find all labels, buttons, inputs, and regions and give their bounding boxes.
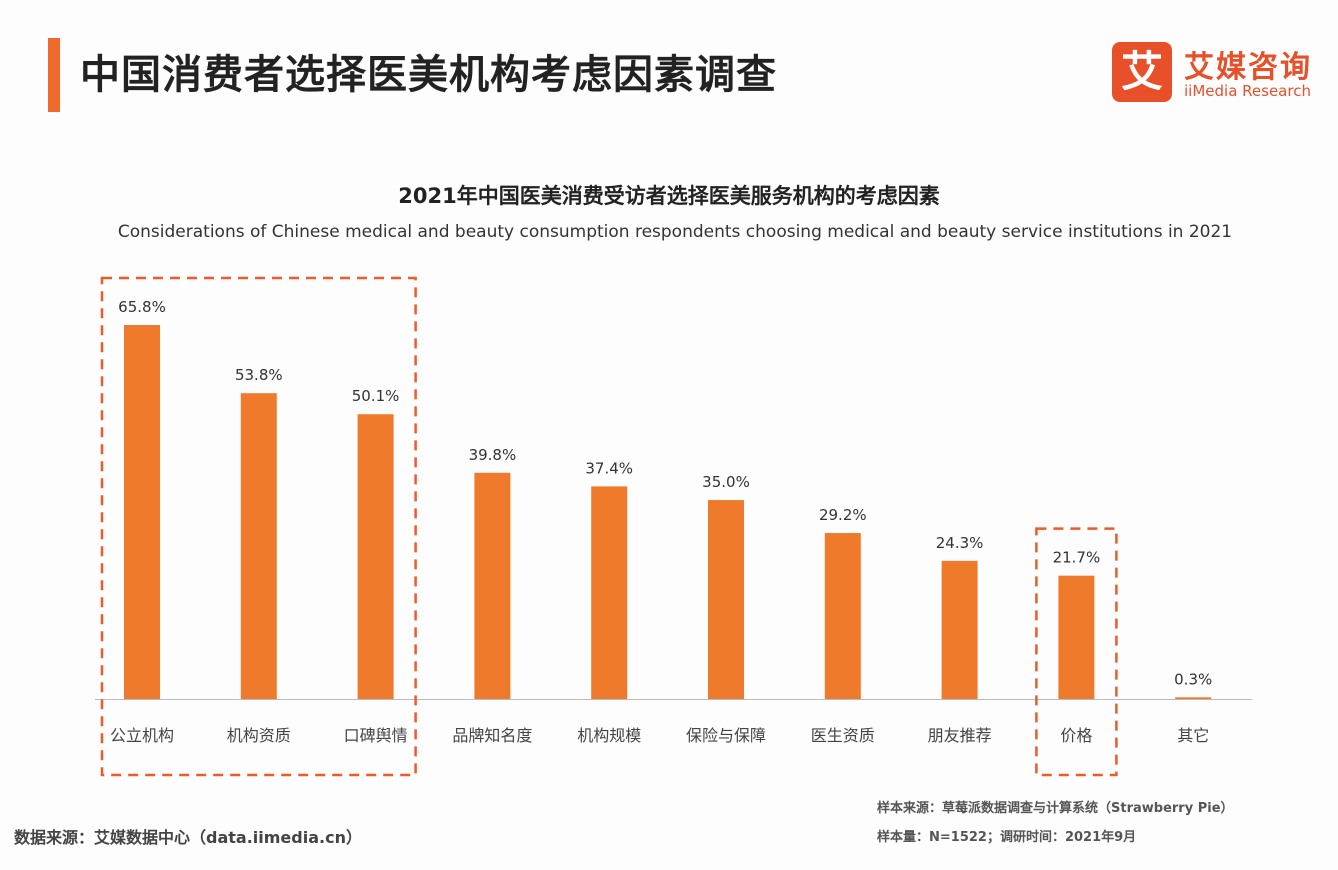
highlight-box-1 <box>1035 527 1118 777</box>
category-label-0: 公立机构 <box>110 726 174 745</box>
bar-0 <box>124 325 160 699</box>
data-label-1: 53.8% <box>235 366 283 384</box>
chart-title: 2021年中国医美消费受访者选择医美服务机构的考虑因素 <box>398 184 940 208</box>
bar-4 <box>591 486 628 699</box>
sample-info: 样本量：N=1522；调研时间：2021年9月 <box>877 830 1137 845</box>
page-title: 中国消费者选择医美机构考虑因素调查 <box>80 52 777 98</box>
data-label-7: 24.3% <box>936 534 984 552</box>
category-label-1: 机构资质 <box>227 726 291 745</box>
data-label-9: 0.3% <box>1174 670 1212 688</box>
data-source: 数据来源：艾媒数据中心（data.iimedia.cn） <box>14 828 362 847</box>
data-label-5: 35.0% <box>702 473 750 491</box>
title-accent-bar <box>48 38 60 112</box>
sample-source: 样本来源：草莓派数据调查与计算系统（Strawberry Pie） <box>877 801 1234 816</box>
bar-5 <box>708 500 744 699</box>
bar-9 <box>1175 697 1212 699</box>
category-label-4: 机构规模 <box>577 726 641 745</box>
bar-7 <box>941 560 978 699</box>
category-label-9: 其它 <box>1177 726 1209 745</box>
logo-mark: 艾 <box>1112 42 1172 102</box>
iimedia-logo: 艾 艾媒咨询 iiMedia Research <box>1112 42 1327 102</box>
bar-6 <box>824 533 861 699</box>
logo-name-cn: 艾媒咨询 <box>1184 50 1312 85</box>
bar-8 <box>1058 575 1095 699</box>
category-label-3: 品牌知名度 <box>452 726 532 745</box>
data-label-8: 21.7% <box>1053 549 1101 567</box>
category-label-6: 医生资质 <box>811 726 875 745</box>
data-label-4: 37.4% <box>585 459 633 477</box>
bar-2 <box>357 414 394 699</box>
data-label-2: 50.1% <box>352 387 400 405</box>
data-label-0: 65.8% <box>118 298 166 316</box>
category-label-2: 口碑舆情 <box>344 726 408 745</box>
data-label-6: 29.2% <box>819 506 867 524</box>
logo-name-en: iiMedia Research <box>1184 82 1311 100</box>
bar-1 <box>240 393 277 699</box>
chart-subtitle: Considerations of Chinese medical and be… <box>117 222 1233 242</box>
category-label-5: 保险与保障 <box>686 726 766 745</box>
data-label-3: 39.8% <box>469 446 517 464</box>
bar-3 <box>474 472 511 699</box>
category-label-8: 价格 <box>1060 726 1092 745</box>
category-label-7: 朋友推荐 <box>928 726 992 745</box>
highlight-box-0 <box>100 276 417 777</box>
